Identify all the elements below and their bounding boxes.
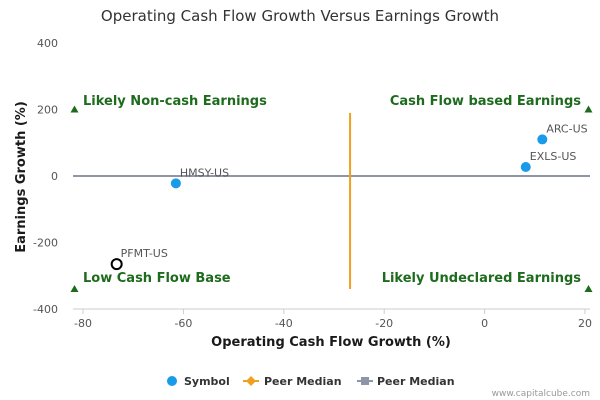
y-axis-title: Earnings Growth (%): [14, 101, 29, 253]
peer-median-lines: [73, 112, 590, 290]
data-point-marker[interactable]: [537, 134, 548, 145]
quadrant-triangle-marker: [584, 285, 593, 293]
x-tick-label: -80: [74, 317, 92, 330]
x-tick-label: -20: [375, 317, 393, 330]
legend-square-marker: [361, 377, 369, 385]
credit-text: www.capitalcube.com: [492, 389, 590, 399]
legend-circle-marker: [167, 376, 177, 386]
legend-label-symbol: Symbol: [184, 375, 230, 388]
legend-item-symbol[interactable]: Symbol: [167, 375, 230, 388]
data-points: ARC-US EXLS-US HMSY-US PFMT-US: [110, 122, 588, 271]
quadrant-triangle-marker: [70, 285, 79, 293]
quadrant-triangle-marker: [70, 105, 79, 113]
data-point-label: PFMT-US: [121, 247, 168, 260]
legend: Symbol Peer Median Peer Median: [167, 375, 455, 388]
y-tick-label: -200: [33, 237, 58, 250]
y-tick-label: -400: [33, 303, 58, 316]
legend-label-peer-median-y: Peer Median: [377, 375, 455, 388]
x-tick-label: -60: [174, 317, 192, 330]
x-tick-label: 0: [481, 317, 488, 330]
quadrant-triangle-marker: [584, 105, 593, 113]
legend-label-peer-median-x: Peer Median: [264, 375, 342, 388]
quadrant-markers: [70, 105, 593, 293]
chart-title: Operating Cash Flow Growth Versus Earnin…: [101, 7, 499, 25]
legend-item-peer-median-y[interactable]: Peer Median: [357, 375, 455, 388]
y-tick-label: 400: [37, 37, 58, 50]
quadrant-label-bottom-right: Likely Undeclared Earnings: [382, 271, 582, 286]
y-tick-label: 200: [37, 104, 58, 117]
data-point-marker[interactable]: [520, 162, 531, 173]
data-point-label: HMSY-US: [180, 166, 229, 179]
quadrant-label-top-right: Cash Flow based Earnings: [390, 94, 581, 109]
y-tick-label: 0: [51, 170, 58, 183]
x-axis-title: Operating Cash Flow Growth (%): [211, 335, 451, 350]
data-point-marker[interactable]: [170, 178, 181, 189]
legend-item-peer-median-x[interactable]: Peer Median: [243, 375, 342, 388]
data-point-label: EXLS-US: [530, 150, 577, 163]
x-tick-label: -40: [275, 317, 293, 330]
x-tick-label: 20: [578, 317, 592, 330]
x-tick-labels: -80 -60 -40 -20 0 20: [74, 309, 592, 330]
data-point-label: ARC-US: [546, 122, 587, 135]
quadrant-label-bottom-left: Low Cash Flow Base: [83, 271, 231, 286]
legend-diamond-marker: [246, 376, 256, 386]
data-point-marker[interactable]: [110, 258, 123, 271]
y-tick-labels: 400 200 0 -200 -400: [33, 37, 58, 316]
quadrant-label-top-left: Likely Non-cash Earnings: [83, 94, 267, 109]
